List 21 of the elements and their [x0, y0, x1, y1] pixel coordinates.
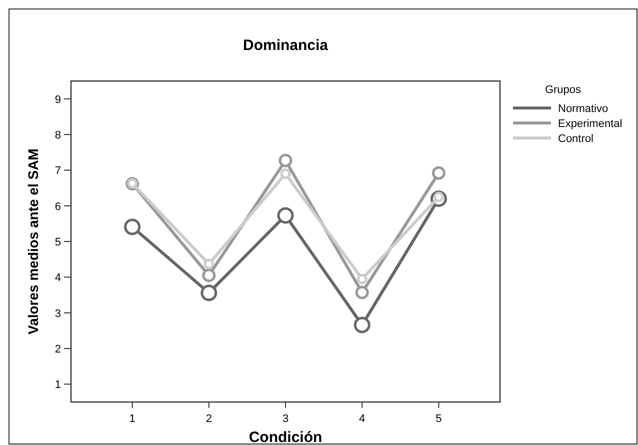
- x-tick-label: 2: [206, 413, 212, 425]
- y-tick-label: 5: [54, 236, 61, 248]
- y-tick-label: 4: [54, 272, 61, 284]
- y-tick-label: 8: [54, 130, 61, 142]
- chart-title: Dominancia: [242, 37, 329, 54]
- legend-label: Control: [558, 133, 594, 145]
- x-tick-label: 5: [436, 413, 442, 425]
- x-tick-label: 3: [282, 413, 289, 425]
- x-tick-label: 1: [129, 413, 136, 425]
- legend-label: Normativo: [558, 103, 608, 115]
- x-axis-title: Condición: [248, 429, 322, 445]
- y-axis-title: Valores medios ante el SAM: [25, 148, 41, 334]
- y-tick-label: 7: [54, 165, 61, 178]
- y-tick-label: 3: [54, 308, 61, 320]
- y-tick-label: 1: [54, 379, 61, 392]
- y-tick-label: 2: [54, 344, 61, 356]
- legend-title: Grupos: [544, 84, 582, 96]
- x-tick-label: 4: [359, 413, 366, 425]
- y-tick-label: 6: [54, 200, 61, 213]
- legend-label: Experimental: [558, 118, 622, 130]
- y-tick-label: 9: [54, 94, 61, 106]
